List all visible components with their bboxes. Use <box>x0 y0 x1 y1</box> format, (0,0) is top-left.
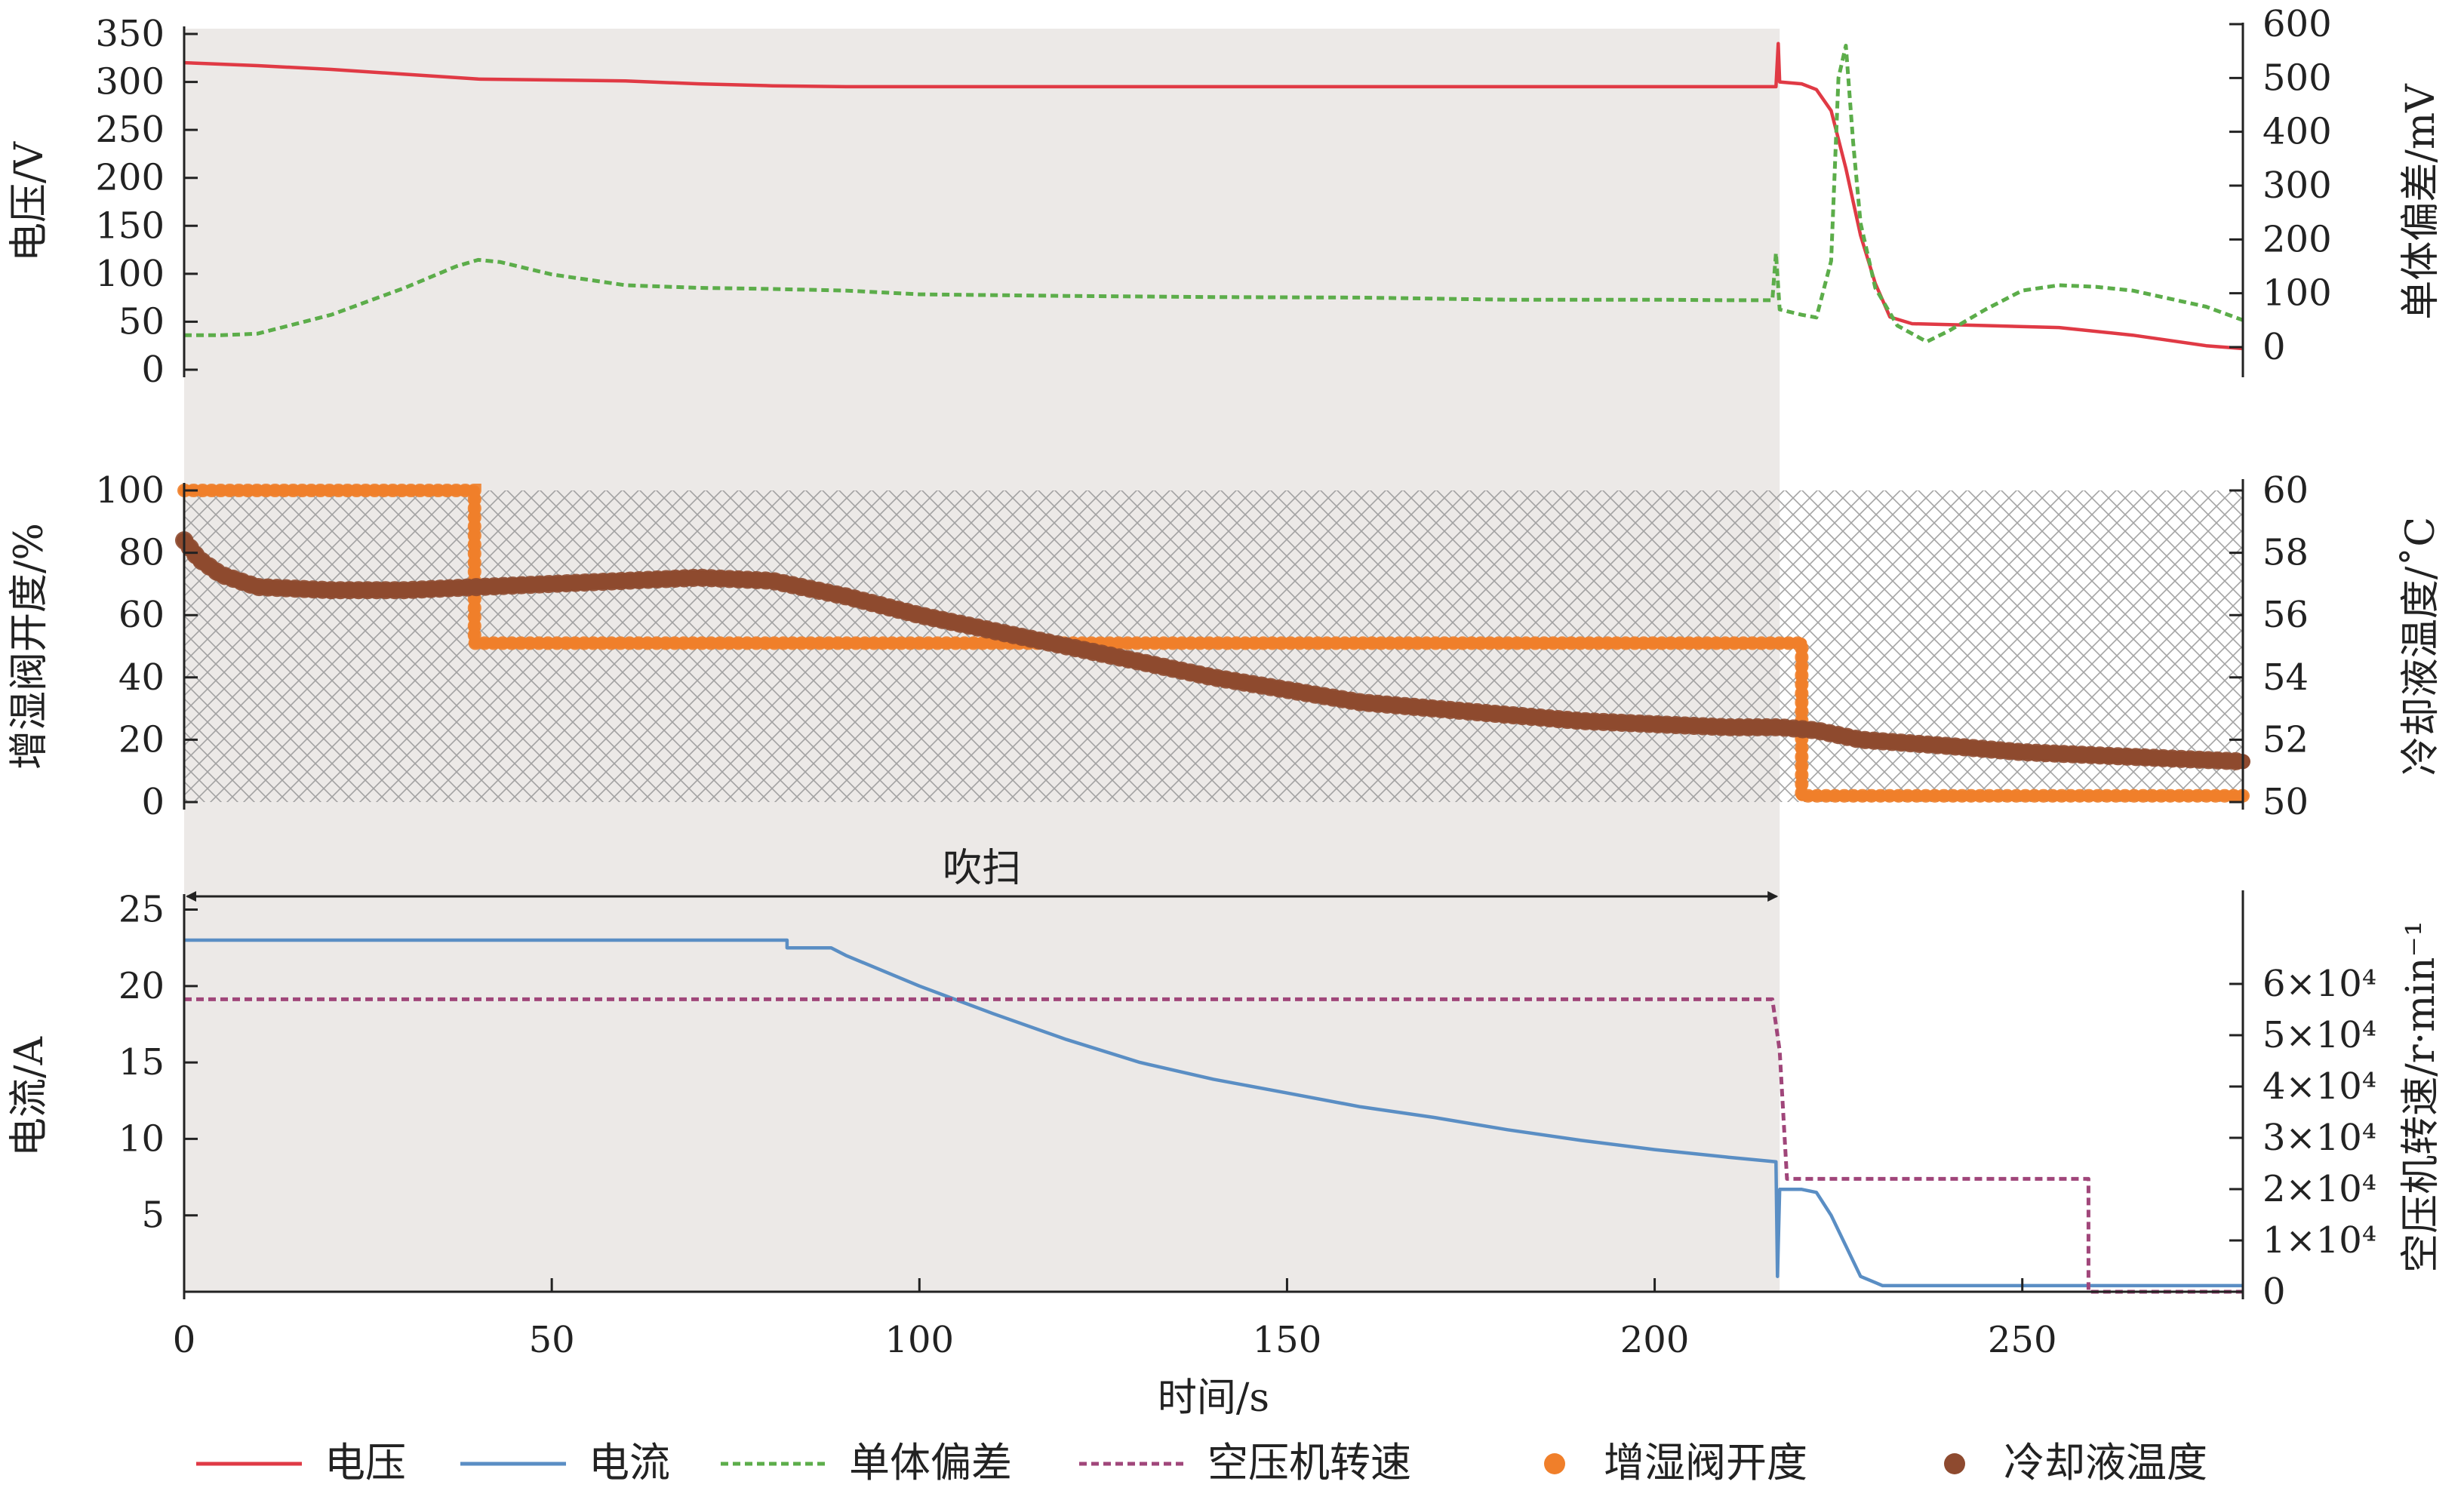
series-layer <box>175 41 2252 1294</box>
x-tick-label-2: 100 <box>884 1319 954 1361</box>
y-right-label-bottom: 空压机转速/r·min⁻¹ <box>2398 921 2444 1273</box>
series-bottom-0 <box>184 938 2243 1288</box>
series-middle-0-dots <box>177 484 2250 803</box>
y-right-tick-label-middle-4: 58 <box>2263 532 2309 574</box>
y-left-tick-label-top-2: 100 <box>95 253 165 295</box>
y-left-tick-label-top-6: 300 <box>95 61 165 103</box>
y-right-tick-label-top-1: 100 <box>2263 272 2332 315</box>
legend-marker-5 <box>1944 1453 1965 1474</box>
x-tick-label-4: 200 <box>1620 1319 1690 1361</box>
y-left-tick-label-bottom-2: 15 <box>118 1041 165 1084</box>
y-left-tick-label-middle-1: 20 <box>118 718 165 761</box>
x-tick-label-0: 0 <box>173 1319 196 1361</box>
legend-label-2: 单体偏差 <box>849 1439 1012 1486</box>
x-tick-label-3: 150 <box>1253 1319 1322 1361</box>
y-right-tick-label-middle-3: 56 <box>2263 594 2309 636</box>
y-left-tick-label-top-0: 0 <box>141 349 165 391</box>
y-left-tick-label-middle-5: 100 <box>95 469 165 512</box>
x-tick-label-5: 250 <box>1988 1319 2057 1361</box>
legend-label-0: 电压 <box>325 1439 406 1486</box>
x-tick-label-1: 50 <box>529 1319 575 1361</box>
y-right-tick-label-top-4: 400 <box>2263 111 2332 153</box>
y-left-tick-label-bottom-0: 5 <box>141 1194 165 1237</box>
y-left-tick-label-middle-3: 60 <box>118 594 165 636</box>
y-right-tick-label-middle-1: 52 <box>2263 718 2309 761</box>
series-bottom-1 <box>184 997 2243 1294</box>
y-right-tick-label-bottom-1: 1×10⁴ <box>2263 1219 2376 1262</box>
y-left-tick-label-bottom-1: 10 <box>118 1117 165 1160</box>
y-right-tick-label-bottom-6: 6×10⁴ <box>2263 963 2376 1005</box>
legend-label-5: 冷却液温度 <box>2004 1439 2207 1486</box>
y-left-tick-label-top-5: 250 <box>95 109 165 151</box>
series-top-0 <box>183 41 2244 351</box>
legend-label-1: 电流 <box>589 1439 670 1486</box>
y-left-tick-label-bottom-4: 25 <box>118 889 165 931</box>
y-right-tick-label-top-0: 0 <box>2263 326 2286 368</box>
y-right-tick-label-top-2: 200 <box>2263 218 2332 260</box>
axis-layer: 0501001502002503003500100200300400500600… <box>7 3 2444 1421</box>
legend-label-4: 增湿阀开度 <box>1604 1439 1807 1486</box>
y-right-tick-label-middle-0: 50 <box>2263 781 2309 823</box>
y-left-tick-label-middle-0: 0 <box>141 781 165 823</box>
y-left-tick-label-bottom-3: 20 <box>118 965 165 1007</box>
y-right-tick-label-bottom-3: 3×10⁴ <box>2263 1117 2376 1159</box>
legend-marker-4 <box>1544 1453 1565 1474</box>
x-axis-label: 时间/s <box>1158 1376 1269 1421</box>
y-left-label-bottom: 电流/A <box>7 1036 52 1157</box>
y-right-tick-label-middle-2: 54 <box>2263 656 2309 699</box>
y-left-label-top: 电压/V <box>7 141 52 263</box>
y-left-tick-label-top-7: 350 <box>95 13 165 55</box>
y-right-tick-label-bottom-5: 5×10⁴ <box>2263 1014 2376 1056</box>
y-right-tick-label-middle-5: 60 <box>2263 469 2309 512</box>
y-left-tick-label-middle-4: 80 <box>118 532 165 574</box>
y-right-label-middle: 冷却液温度/˚C <box>2398 517 2444 776</box>
legend: 电压 电流 单体偏差 空压机转速 增湿阀开度 冷却液温度 <box>196 1439 2207 1486</box>
y-right-tick-label-bottom-2: 2×10⁴ <box>2263 1168 2376 1210</box>
series-top-1 <box>184 44 2244 344</box>
y-right-label-top: 单体偏差/mV <box>2398 83 2444 320</box>
y-right-tick-label-bottom-4: 4×10⁴ <box>2263 1065 2376 1108</box>
purge-label: 吹扫 <box>943 846 1021 891</box>
y-left-tick-label-top-3: 150 <box>95 204 165 247</box>
legend-label-3: 空压机转速 <box>1207 1439 1411 1486</box>
y-right-tick-label-top-5: 500 <box>2263 57 2332 99</box>
y-left-label-middle: 增湿阀开度/% <box>7 523 52 770</box>
y-left-tick-label-top-1: 50 <box>118 300 165 343</box>
y-right-tick-label-top-6: 600 <box>2263 3 2332 45</box>
background-layer <box>184 29 2243 1292</box>
y-right-tick-label-bottom-0: 0 <box>2263 1271 2286 1313</box>
y-left-tick-label-middle-2: 40 <box>118 656 165 699</box>
y-left-tick-label-top-4: 200 <box>95 157 165 199</box>
series-middle-1-dots <box>175 531 2252 771</box>
y-right-tick-label-top-3: 300 <box>2263 164 2332 207</box>
